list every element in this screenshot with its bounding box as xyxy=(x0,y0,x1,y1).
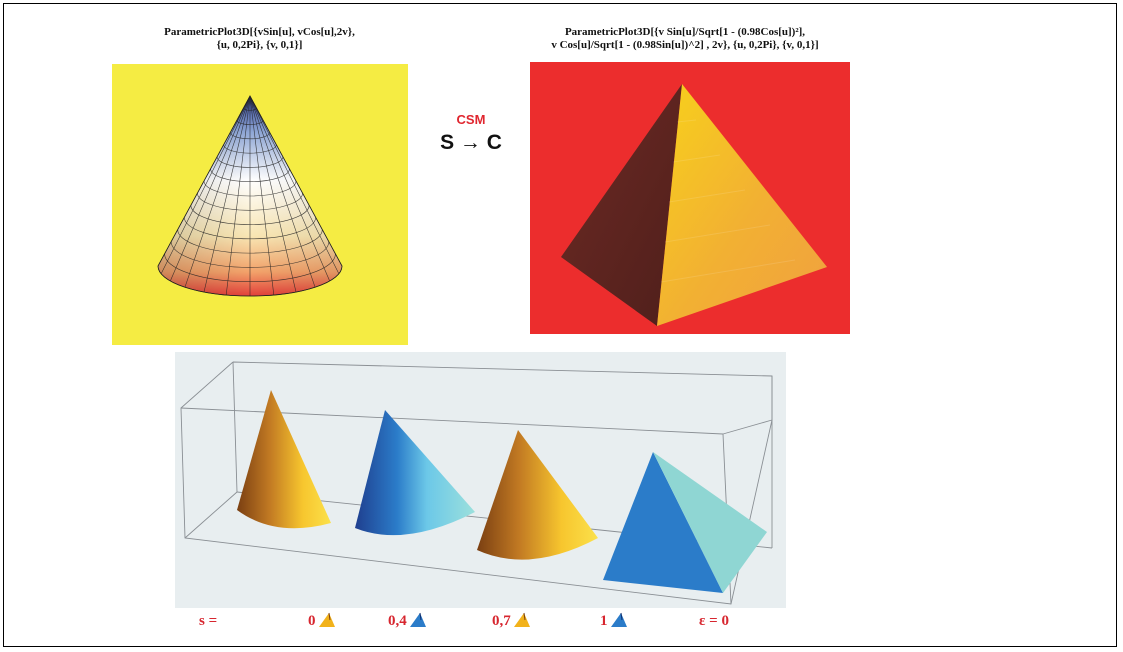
pyramid-plot xyxy=(561,84,827,326)
cone-s07 xyxy=(477,430,598,560)
pyramid-plot-panel xyxy=(530,62,850,334)
morph-sequence-plot xyxy=(180,361,773,605)
morph-sequence-panel xyxy=(175,352,786,608)
left-plot-caption: ParametricPlot3D[{vSin[u], vCos[u],2v}, … xyxy=(111,26,408,52)
s-value-labels: s = 0 0,4 0,7 1 ε = 0 xyxy=(0,612,1123,632)
right-caption-line1: ParametricPlot3D[{v Sin[u]/Sqrt[1 - (0.9… xyxy=(564,26,806,38)
cone-icon-orange xyxy=(513,612,530,627)
left-caption-line1: ParametricPlot3D[{vSin[u], vCos[u],2v}, xyxy=(164,26,355,38)
transform-label: CSM S → C xyxy=(428,112,514,156)
cone-icon-orange xyxy=(318,612,335,627)
cone-icon-blue xyxy=(409,612,426,627)
epsilon-label: ε = 0 xyxy=(699,613,729,629)
s-value-04: 0,4 xyxy=(388,612,427,630)
s-value-1: 1 xyxy=(600,612,628,630)
left-caption-line2: {u, 0,2Pi}, {v, 0,1}] xyxy=(216,39,303,51)
right-plot-caption: ParametricPlot3D[{v Sin[u]/Sqrt[1 - (0.9… xyxy=(510,26,860,52)
cone-plot xyxy=(157,95,343,297)
cone-icon-blue xyxy=(610,612,627,627)
csm-title: CSM xyxy=(456,112,486,127)
cone-s04 xyxy=(355,410,475,536)
right-caption-line2: v Cos[u]/Sqrt[1 - (0.98Sin[u])^2] , 2v},… xyxy=(551,39,819,51)
pyramid-s1-side xyxy=(653,452,767,593)
pyramid-left-face xyxy=(561,84,682,326)
cone-plot-panel xyxy=(112,64,408,345)
s-value-07: 0,7 xyxy=(492,612,531,630)
pyramid-s1-front xyxy=(603,452,723,593)
figure-frame xyxy=(3,3,1117,647)
pyramid-right-face xyxy=(657,84,827,326)
transform-arrow: S → C xyxy=(440,131,502,154)
s-value-0: 0 xyxy=(308,612,336,630)
cone-mesh xyxy=(157,95,343,297)
s-label: s = xyxy=(199,613,218,629)
cone-s0 xyxy=(237,390,331,529)
